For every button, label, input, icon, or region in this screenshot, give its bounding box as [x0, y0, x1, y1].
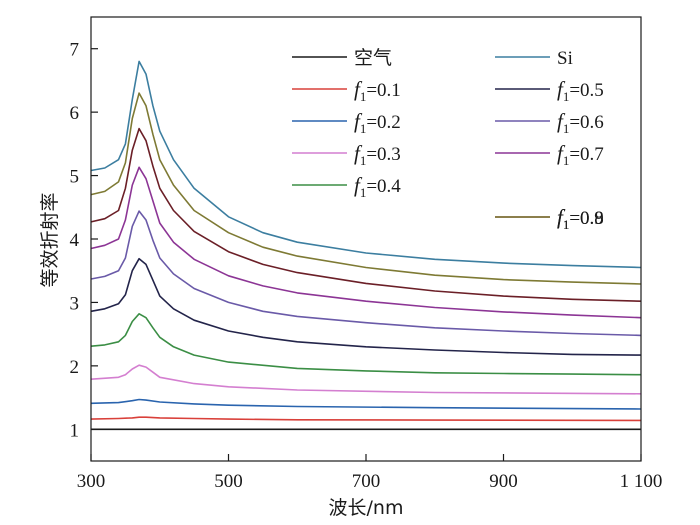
- series-layer: [90, 60, 642, 431]
- ticks-layer: 300 500 700 900 1 100 1 2 3 4 5 6 7: [70, 40, 663, 492]
- y-tick-label: 1: [70, 420, 80, 441]
- legend-label-7: f1=0.7: [557, 141, 604, 168]
- x-tick-label: 700: [352, 471, 381, 492]
- series-line-6: [90, 364, 642, 395]
- series-line-7: [90, 166, 642, 319]
- series-line-5: [90, 210, 642, 337]
- series-line-2: [90, 416, 642, 422]
- x-tick-label: 500: [214, 471, 243, 492]
- y-tick-label: 2: [70, 357, 80, 378]
- y-tick-label: 4: [70, 230, 80, 251]
- legend-label-0: 空气: [354, 47, 392, 69]
- series-line-10: [90, 92, 642, 285]
- legend-label-5: f1=0.6: [557, 109, 604, 136]
- legend-label-10: f1=0.9: [557, 205, 604, 232]
- y-tick-label: 3: [70, 293, 80, 314]
- series-line-8: [90, 313, 642, 376]
- legend-label-8: f1=0.4: [354, 173, 401, 200]
- legend-label-6: f1=0.3: [354, 141, 401, 168]
- y-tick-label: 5: [70, 167, 80, 188]
- y-tick-label: 7: [70, 40, 80, 61]
- legend-label-1: Si: [557, 48, 573, 69]
- legend-label-3: f1=0.5: [557, 77, 604, 104]
- legend: 空气 Si f1=0.1 f1=0.5 f1=0.2 f1=0.6 f1=0.3 f1=0.7…: [292, 47, 604, 232]
- series-line-1: [90, 60, 642, 269]
- x-tick-label: 900: [489, 471, 518, 492]
- y-tick-label: 6: [70, 103, 80, 124]
- legend-label-4: f1=0.2: [354, 109, 401, 136]
- y-axis-title: 等效折射率: [39, 192, 61, 287]
- x-tick-label: 300: [77, 471, 106, 492]
- series-line-3: [90, 257, 642, 356]
- series-line-4: [90, 398, 642, 410]
- legend-label-9: f1=0.8: [557, 205, 604, 232]
- series-line-9: [90, 127, 642, 302]
- x-axis-title: 波长/nm: [329, 497, 404, 519]
- legend-label-2: f1=0.1: [354, 77, 401, 104]
- x-tick-label: 1 100: [620, 471, 663, 492]
